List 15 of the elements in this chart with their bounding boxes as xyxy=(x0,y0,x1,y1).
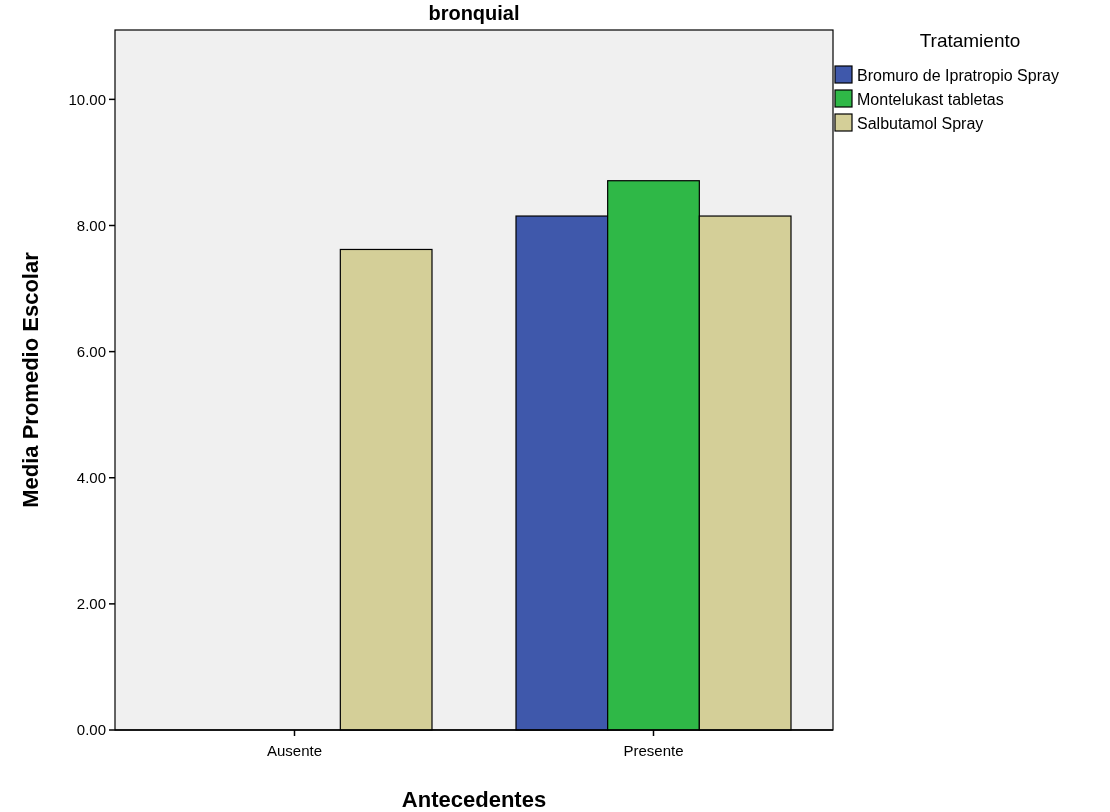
y-axis-title: Media Promedio Escolar xyxy=(18,251,43,508)
y-tick-label: 2.00 xyxy=(76,595,106,613)
x-tick-label: Ausente xyxy=(266,742,323,759)
y-tick-label: 8.00 xyxy=(76,216,106,234)
x-axis-title: Antecedentes xyxy=(401,787,547,812)
chart-title: bronquial xyxy=(428,2,520,24)
x-tick-label: Presente xyxy=(623,742,684,759)
y-tick-label: 10.00 xyxy=(68,90,106,108)
legend-label: Montelukast tabletas xyxy=(857,90,1004,108)
y-tick-label: 0.00 xyxy=(76,721,106,739)
legend-label: Bromuro de Ipratropio Spray xyxy=(857,66,1059,84)
y-tick-label: 6.00 xyxy=(76,342,106,360)
legend-title: Tratamiento xyxy=(919,30,1021,51)
y-tick-label: 4.00 xyxy=(76,469,106,486)
legend-label: Salbutamol Spray xyxy=(857,114,984,132)
